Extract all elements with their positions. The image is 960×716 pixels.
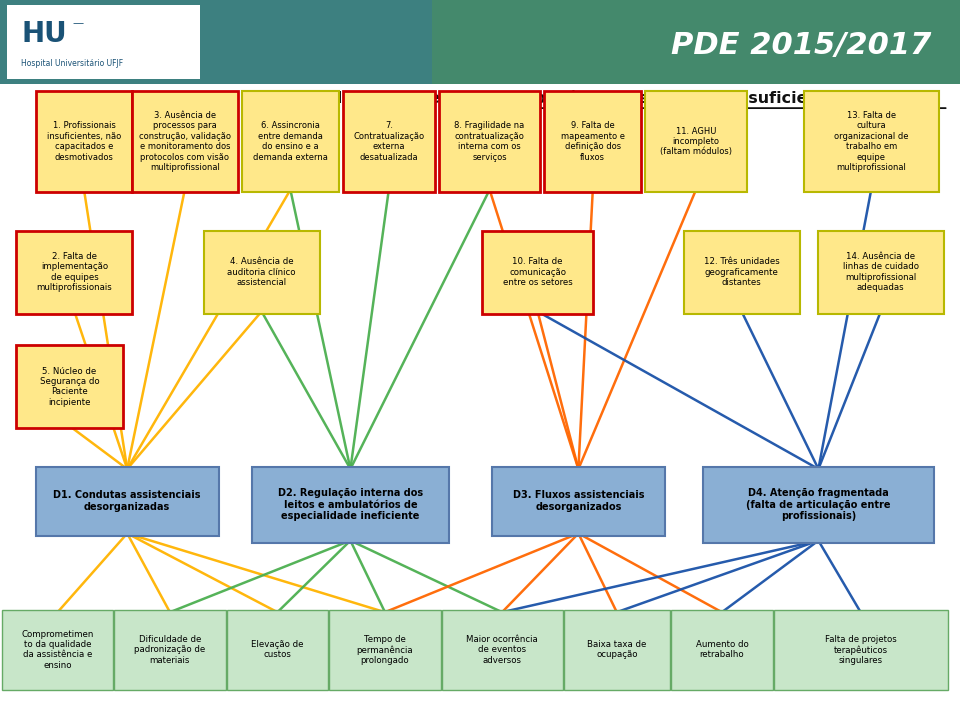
FancyBboxPatch shape (482, 231, 593, 314)
FancyBboxPatch shape (645, 91, 747, 192)
FancyBboxPatch shape (818, 231, 944, 314)
FancyBboxPatch shape (343, 91, 435, 192)
Text: D3. Fluxos assistenciais
desorganizados: D3. Fluxos assistenciais desorganizados (513, 490, 644, 512)
FancyBboxPatch shape (0, 0, 960, 84)
FancyBboxPatch shape (242, 91, 339, 192)
FancyBboxPatch shape (432, 0, 960, 84)
Text: D1. Condutas assistenciais
desorganizadas: D1. Condutas assistenciais desorganizada… (54, 490, 201, 512)
FancyBboxPatch shape (36, 91, 132, 192)
FancyBboxPatch shape (671, 610, 773, 690)
Text: 5. Núcleo de
Segurança do
Paciente
incipiente: 5. Núcleo de Segurança do Paciente incip… (39, 367, 100, 407)
Text: Baixa taxa de
ocupação: Baixa taxa de ocupação (588, 640, 646, 659)
FancyBboxPatch shape (16, 345, 123, 428)
Text: 14. Ausência de
linhas de cuidado
multiprofissional
adequadas: 14. Ausência de linhas de cuidado multip… (843, 252, 919, 292)
Text: 1. Profissionais
insuficientes, não
capacitados e
desmotivados: 1. Profissionais insuficientes, não capa… (47, 121, 121, 162)
Text: Dificuldade de
padronização de
materiais: Dificuldade de padronização de materiais (134, 635, 205, 664)
FancyBboxPatch shape (16, 231, 132, 314)
Text: D2. Regulação interna dos
leitos e ambulatórios de
especialidade ineficiente: D2. Regulação interna dos leitos e ambul… (277, 488, 423, 521)
FancyBboxPatch shape (227, 610, 328, 690)
FancyBboxPatch shape (252, 467, 449, 543)
Text: 12. Três unidades
geograficamente
distantes: 12. Três unidades geograficamente distan… (704, 257, 780, 287)
Text: 2. Falta de
implementação
de equipes
multiprofissionais: 2. Falta de implementação de equipes mul… (36, 252, 112, 292)
FancyBboxPatch shape (2, 610, 113, 690)
Text: Comprometimen
to da qualidade
da assistência e
ensino: Comprometimen to da qualidade da assistê… (21, 629, 94, 670)
FancyBboxPatch shape (442, 610, 563, 690)
Text: 13. Falta de
cultura
organizacional de
trabalho em
equipe
multiprofissional: 13. Falta de cultura organizacional de t… (834, 111, 908, 172)
FancyBboxPatch shape (114, 610, 226, 690)
FancyBboxPatch shape (564, 610, 670, 690)
Text: Modelo Clínico Assistencial Insuficiente: Modelo Clínico Assistencial Insuficiente (480, 92, 838, 106)
Text: Maior ocorrência
de eventos
adversos: Maior ocorrência de eventos adversos (467, 635, 538, 664)
Text: 7.
Contratualização
externa
desatualizada: 7. Contratualização externa desatualizad… (353, 121, 424, 162)
FancyBboxPatch shape (544, 91, 641, 192)
Text: Aumento do
retrabalho: Aumento do retrabalho (696, 640, 748, 659)
FancyBboxPatch shape (804, 91, 939, 192)
FancyBboxPatch shape (204, 231, 320, 314)
Text: D4. Atenção fragmentada
(falta de articulação entre
profissionais): D4. Atenção fragmentada (falta de articu… (746, 488, 891, 521)
FancyBboxPatch shape (684, 231, 800, 314)
Text: 4. Ausência de
auditoria clínico
assistencial: 4. Ausência de auditoria clínico assiste… (228, 257, 296, 287)
FancyBboxPatch shape (329, 610, 441, 690)
Text: Tempo de
permanência
prolongado: Tempo de permanência prolongado (357, 634, 413, 665)
Text: 3. Ausência de
processos para
construção, validação
e monitoramento dos
protocol: 3. Ausência de processos para construção… (139, 111, 230, 172)
Text: —: — (72, 18, 84, 28)
Text: 11. AGHU
incompleto
(faltam módulos): 11. AGHU incompleto (faltam módulos) (660, 127, 732, 156)
Text: HU: HU (21, 19, 67, 48)
FancyBboxPatch shape (132, 91, 238, 192)
FancyBboxPatch shape (492, 467, 665, 536)
Text: PDE 2015/2017: PDE 2015/2017 (671, 32, 931, 60)
Text: 8. Fragilidade na
contratualização
interna com os
serviços: 8. Fragilidade na contratualização inter… (454, 121, 525, 162)
FancyBboxPatch shape (703, 467, 934, 543)
Text: 10. Falta de
comunicação
entre os setores: 10. Falta de comunicação entre os setore… (503, 257, 572, 287)
FancyBboxPatch shape (774, 610, 948, 690)
FancyBboxPatch shape (439, 91, 540, 192)
FancyBboxPatch shape (7, 5, 200, 79)
Text: 6. Assincronia
entre demanda
do ensino e a
demanda externa: 6. Assincronia entre demanda do ensino e… (253, 121, 327, 162)
Text: Falta de projetos
terapêuticos
singulares: Falta de projetos terapêuticos singulare… (825, 634, 897, 665)
Text: Visão Geral do Macroproblema:: Visão Geral do Macroproblema: (190, 92, 480, 106)
Text: 9. Falta de
mapeamento e
definição dos
fluxos: 9. Falta de mapeamento e definição dos f… (561, 121, 625, 162)
Text: Elevação de
custos: Elevação de custos (252, 640, 303, 659)
Text: Hospital Universitário UFJF: Hospital Universitário UFJF (21, 59, 123, 67)
FancyBboxPatch shape (36, 467, 219, 536)
